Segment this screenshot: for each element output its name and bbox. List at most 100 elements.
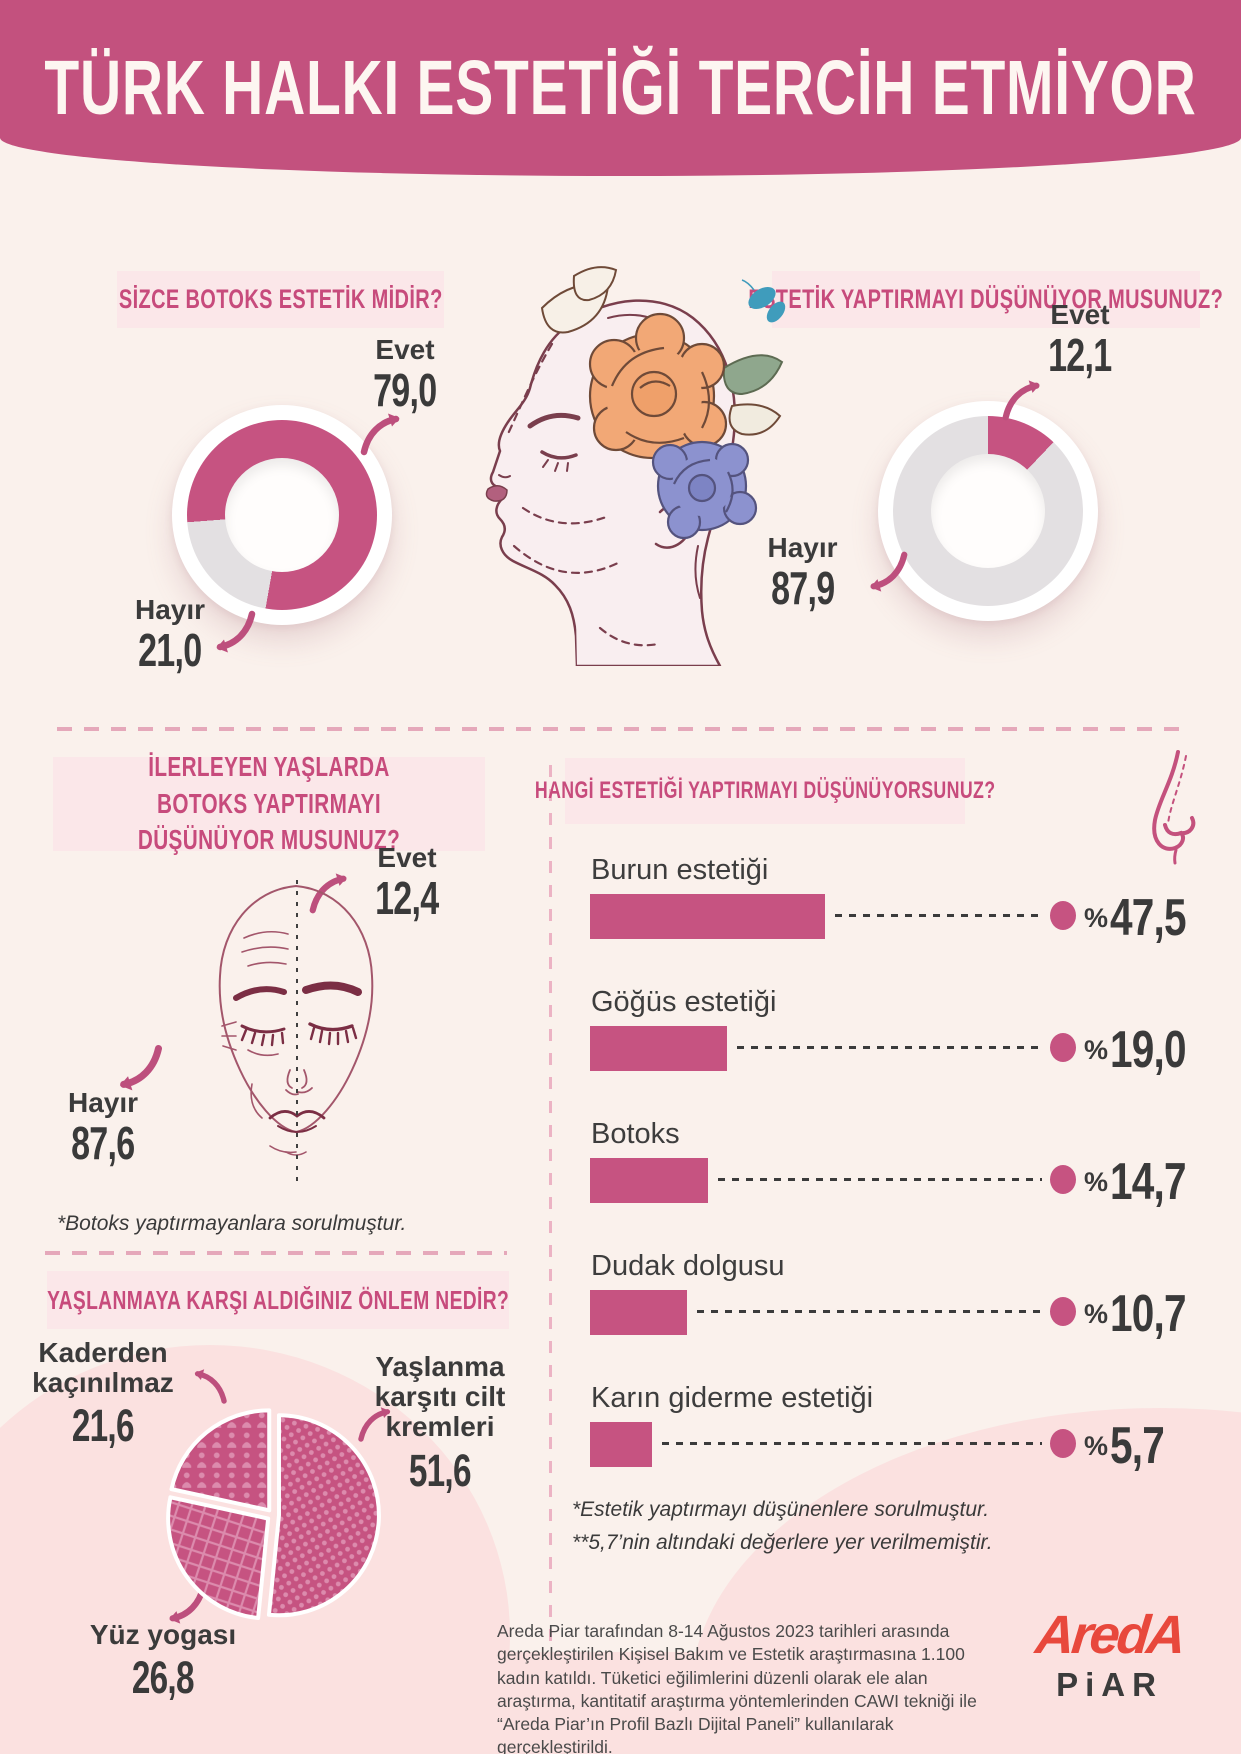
question-title-hangi: HANGİ ESTETİĞİ YAPTIRMAYI DÜŞÜNÜYORSUNUZ… [535, 758, 995, 824]
bar-row: Botoks% 14,7 [590, 1118, 1210, 1250]
pie-label-yuz-yogasi: Yüz yogası 26,8 [73, 1619, 253, 1704]
bar [590, 1158, 708, 1203]
question-title-estetik-text: ESTETİK YAPTIRMAYI DÜŞÜNÜYOR MUSUNUZ? [748, 284, 1224, 314]
bar-value: % 10,7 [1084, 1284, 1207, 1344]
bar-row: Dudak dolgusu% 10,7 [590, 1250, 1210, 1382]
bar-label: Karın giderme estetiği [591, 1382, 874, 1414]
donut-botoks-no-stat: Hayır 21,0 [120, 595, 220, 675]
face-no-value: 87,6 [71, 1117, 135, 1170]
bar-label: Burun estetiği [591, 854, 769, 886]
arrow-down-left-icon [119, 1044, 163, 1091]
butterfly-icon [741, 279, 786, 323]
section-divider [57, 727, 1185, 731]
question-title-botoks-text: SİZCE BOTOKS ESTETİK MİDİR? [118, 284, 443, 314]
donut-botoks-yes-label: Evet [375, 334, 435, 365]
bar-dot-icon [1050, 1429, 1076, 1458]
donut-botoks-no-label: Hayır [134, 594, 206, 625]
bar [590, 1026, 727, 1071]
donut-estetik-yes-value: 12,1 [1048, 329, 1112, 382]
bar-dot-icon [1050, 1297, 1076, 1326]
bar-label: Botoks [591, 1118, 680, 1150]
donut-estetik-no-stat: Hayır 87,9 [745, 533, 860, 613]
donut-botoks-hole [225, 458, 339, 572]
arrow-down-left-icon [870, 551, 908, 592]
donut-botoks-yes-value: 79,0 [373, 364, 437, 417]
question-title-hangi-text: HANGİ ESTETİĞİ YAPTIRMAYI DÜŞÜNÜYORSUNUZ… [534, 777, 996, 804]
section-divider [45, 1251, 507, 1255]
bar-value-number: 5,7 [1110, 1417, 1165, 1475]
bar-value-number: 14,7 [1110, 1153, 1187, 1211]
question-title-estetik: ESTETİK YAPTIRMAYI DÜŞÜNÜYOR MUSUNUZ? [749, 271, 1223, 328]
face-no-stat: Hayır 87,6 [48, 1088, 158, 1168]
pie-slice [166, 1495, 271, 1621]
bar [590, 1422, 652, 1467]
bar-value-number: 19,0 [1110, 1021, 1187, 1079]
bar-row: Karın giderme estetiği % 5,7 [590, 1382, 1210, 1514]
donut-estetik-hole [931, 454, 1045, 568]
bar-value: % 47,5 [1084, 888, 1207, 948]
bar-dot-icon [1050, 901, 1076, 930]
bar [590, 1290, 687, 1335]
bar-dot-icon [1050, 1165, 1076, 1194]
percent-sign: % [1084, 1034, 1109, 1065]
donut-estetik-no-label: Hayır [767, 532, 838, 563]
header-banner: TÜRK HALKI ESTETİĞİ TERCİH ETMİYOR [0, 0, 1241, 176]
bar-connector [835, 914, 1042, 917]
bar-label: Göğüs estetiği [591, 986, 777, 1018]
areda-piar-logo: AredA PiAR [1022, 1604, 1197, 1704]
logo-piar-text: PiAR [1056, 1666, 1163, 1703]
bar-row: Göğüs estetiği% 19,0 [590, 986, 1210, 1118]
donut-estetik-yes-stat: Evet 12,1 [1030, 300, 1130, 380]
donut-botoks-no-value: 21,0 [138, 624, 202, 677]
question-title-ileri-botoks: İLERLEYEN YAŞLARDA BOTOKS YAPTIRMAYI DÜŞ… [53, 751, 485, 855]
pie-label-yuz-yogasi-value: 26,8 [132, 1652, 195, 1704]
percent-sign: % [1084, 902, 1109, 933]
pie-label-kaderden-text: Kaderden kaçınılmaz [32, 1337, 174, 1399]
arrow-down-left-icon [216, 610, 256, 653]
face-yes-label: Evet [377, 842, 437, 873]
arrow-up-right-icon [360, 413, 400, 456]
logo-areda-text: AredA [1032, 1605, 1187, 1665]
arrow-up-right-icon [358, 1407, 391, 1442]
wave-shape-bottom [0, 1652, 1241, 1754]
percent-sign: % [1084, 1298, 1109, 1329]
nose-icon [1152, 750, 1196, 865]
bar-dot-icon [1050, 1033, 1076, 1062]
bar-connector [662, 1442, 1042, 1445]
bar-connector [718, 1178, 1042, 1181]
bar-row: Burun estetiği % 47,5 [590, 854, 1210, 986]
bar-value: % 5,7 [1084, 1416, 1179, 1476]
arrow-up-right-icon [1002, 380, 1040, 421]
question-title-botoks: SİZCE BOTOKS ESTETİK MİDİR? [117, 271, 444, 328]
face-yes-value: 12,4 [375, 872, 439, 925]
pie-chart-yaslanma [166, 1408, 381, 1621]
arrow-up-right-icon [309, 873, 347, 914]
pie-label-cilt-kremleri-value: 51,6 [409, 1444, 472, 1496]
source-paragraph: Areda Piar tarafından 8-14 Ağustos 2023 … [497, 1621, 977, 1754]
question-title-yaslanma-text: YAŞLANMAYA KARŞI ALDIĞINIZ ÖNLEM NEDİR? [47, 1284, 509, 1315]
face-no-label: Hayır [67, 1087, 139, 1118]
pie-label-cilt-kremleri-text: Yaşlanma karşıtı cilt kremleri [374, 1351, 506, 1443]
bar-value-number: 10,7 [1110, 1285, 1187, 1343]
half-aged-face-illustration [218, 880, 374, 1188]
footnote-botoks: *Botoks yaptırmayanlara sorulmuştur. [57, 1212, 407, 1235]
bar-value: % 19,0 [1084, 1020, 1207, 1080]
face-yes-stat: Evet 12,4 [352, 843, 462, 923]
footnote-hangi-2: **5,7’nin altındaki değerlere yer verilm… [572, 1531, 993, 1554]
pie-label-kaderden-value: 21,6 [72, 1400, 135, 1452]
question-title-ileri-botoks-text: İLERLEYEN YAŞLARDA BOTOKS YAPTIRMAYI DÜŞ… [137, 751, 401, 856]
question-title-yaslanma: YAŞLANMAYA KARŞI ALDIĞINIZ ÖNLEM NEDİR? [47, 1271, 509, 1329]
bar-label: Dudak dolgusu [591, 1250, 785, 1282]
donut-estetik-no-value: 87,9 [770, 562, 835, 615]
donut-estetik-yes-label: Evet [1050, 299, 1110, 330]
arrow-up-left-icon [194, 1369, 227, 1404]
pie-label-cilt-kremleri: Yaşlanma karşıtı cilt kremleri 51,6 [372, 1351, 508, 1496]
footnote-hangi-1: *Estetik yaptırmayı düşünenlere sorulmuş… [572, 1498, 990, 1521]
woman-profile-illustration [485, 266, 786, 666]
bar-connector [737, 1046, 1042, 1049]
bar [590, 894, 825, 939]
vertical-divider [549, 765, 552, 1645]
pie-label-kaderden: Kaderden kaçınılmaz 21,6 [22, 1337, 184, 1452]
donut-botoks-yes-stat: Evet 79,0 [350, 335, 460, 415]
